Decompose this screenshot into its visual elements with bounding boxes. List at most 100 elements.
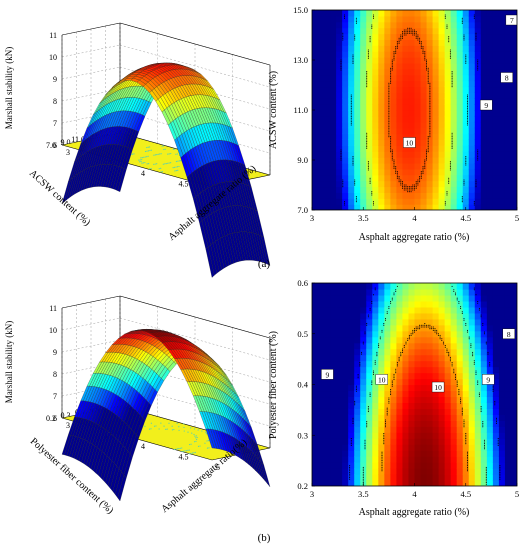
contour-a-cell	[408, 168, 416, 176]
surface-b-floor-contour	[199, 445, 201, 447]
contour-b-cell	[360, 283, 367, 290]
contour-a-cell	[468, 157, 476, 164]
contour-b-contour-line	[466, 456, 469, 458]
contour-a-cell	[324, 115, 331, 123]
surface-a-floor-contour	[159, 153, 161, 155]
contour-b-contour-line	[458, 389, 460, 391]
contour-b-cell	[402, 366, 410, 374]
contour-a-cell	[462, 121, 470, 129]
contour-b-contour-line	[461, 409, 463, 411]
contour-b-cell	[372, 462, 379, 469]
contour-b-contour-line	[485, 468, 487, 470]
contour-a-cell	[414, 15, 422, 23]
contour-b-cell	[354, 354, 361, 362]
contour-b-contour-line	[381, 331, 383, 333]
contour-a-cell	[468, 21, 476, 29]
contour-a-cell	[486, 21, 494, 29]
contour-a-cell	[408, 39, 416, 46]
contour-b-cell	[372, 354, 379, 362]
contour-b-cell	[318, 396, 325, 404]
contour-a-cell	[414, 121, 422, 129]
surface-b-floor-contour	[176, 448, 178, 450]
contour-a-cell	[318, 157, 325, 164]
contour-a-cell	[330, 98, 337, 105]
contour-a-cell	[390, 10, 398, 17]
contour-b-contour-line	[478, 392, 480, 394]
surface-a-floor-contour	[160, 171, 162, 173]
contour-a-contour-line	[444, 16, 446, 18]
contour-a-cell	[474, 192, 482, 199]
contour-b-cell	[462, 324, 470, 332]
contour-b-cell	[330, 414, 337, 421]
contour-a-contour-line	[449, 54, 451, 56]
contour-a-cell	[420, 151, 428, 158]
contour-a-cell	[492, 115, 500, 123]
contour-a-cell	[336, 157, 343, 164]
contour-b-contour-line	[451, 365, 453, 367]
contour-b-cell	[462, 396, 470, 404]
contour-b-cell	[324, 354, 331, 362]
contour-a-cell	[366, 145, 373, 152]
contour-b-cell	[336, 300, 343, 308]
contour-b-cell	[360, 330, 367, 338]
contour-a-contour-line	[352, 162, 354, 164]
contour-a-cell	[312, 39, 319, 46]
contour-a-contour-line	[388, 89, 390, 91]
contour-b-cell	[474, 348, 482, 356]
contour-a-cell	[360, 27, 367, 35]
contour-a-contour-line	[473, 14, 475, 16]
contour-b-cell	[378, 420, 385, 427]
contour-b-cell	[390, 462, 398, 469]
contour-b-cell	[342, 330, 349, 338]
contour-a-cell	[474, 62, 482, 70]
contour-b-contour-line	[412, 333, 414, 335]
contour-a-contour-line	[396, 46, 398, 48]
contour-b-contour-line	[362, 482, 364, 484]
contour-b-cell	[354, 348, 361, 356]
contour-a-cell	[420, 57, 428, 64]
contour-b-cell	[360, 354, 367, 362]
contour-b-contour-line	[470, 345, 472, 347]
contour-a-contour-line	[388, 117, 390, 119]
contour-b-cell	[354, 342, 361, 350]
surface-b-zlabel: Marshall stability (kN)	[4, 321, 14, 404]
contour-a-cell	[330, 104, 337, 111]
contour-a-cell	[372, 174, 379, 182]
contour-b-contour-line	[460, 307, 462, 309]
contour-b-contour-line	[465, 443, 467, 445]
contour-a-cell	[342, 10, 349, 17]
contour-a-contour-line	[427, 146, 429, 148]
surface-a-floor-contour	[167, 153, 169, 155]
contour-a-contour-line	[425, 152, 428, 154]
contour-b-cell	[342, 408, 349, 415]
contour-b-contour-line	[444, 345, 446, 347]
contour-b-cell	[342, 336, 349, 344]
contour-a-cell	[456, 145, 464, 152]
contour-b-cell	[420, 474, 428, 481]
contour-a-contour-line	[350, 106, 352, 108]
contour-a-cell	[462, 198, 470, 205]
contour-b-cell	[498, 432, 506, 439]
contour-b-cell	[324, 288, 331, 296]
contour-b-cell	[456, 300, 464, 308]
contour-b-contour-line	[489, 361, 491, 364]
contour-b-contour-line	[432, 326, 434, 328]
contour-b-cell	[384, 402, 391, 409]
contour-b-cell	[390, 324, 398, 332]
contour-b-cell	[492, 480, 500, 486]
contour-b-cell	[360, 312, 367, 320]
contour-a-cell	[462, 168, 470, 176]
contour-a-contour-line	[444, 17, 446, 19]
contour-a-xtick: 4	[412, 213, 417, 223]
contour-a-cell	[468, 121, 476, 129]
contour-b-cell	[360, 462, 367, 469]
contour-b-cell	[468, 414, 476, 421]
contour-a-cell	[420, 127, 428, 135]
contour-b-contour-line	[453, 368, 455, 370]
contour-a-contour-line	[413, 32, 416, 34]
contour-a-cell	[360, 68, 367, 76]
contour-a-cell	[492, 68, 500, 76]
contour-b-cell	[426, 420, 434, 427]
contour-b-cell	[414, 468, 422, 475]
contour-b-cell	[396, 378, 404, 386]
